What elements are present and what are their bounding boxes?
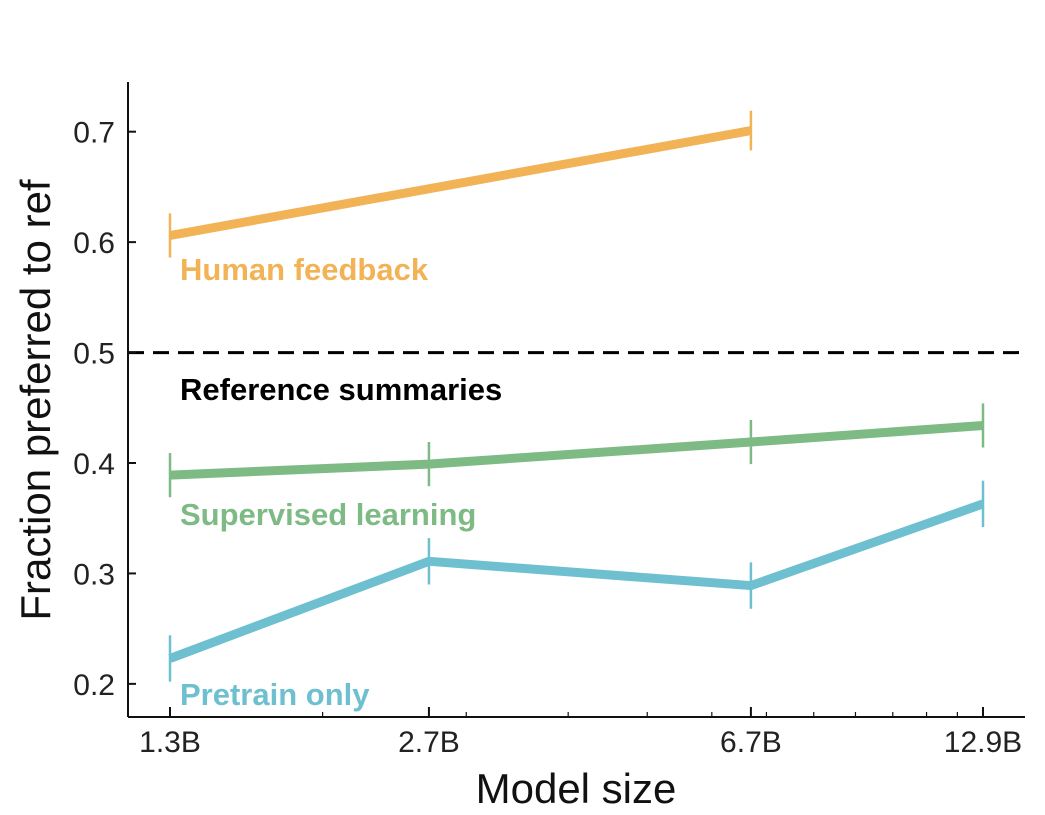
x-ticks: 1.3B 2.7B 6.7B 12.9B [139,707,1022,759]
y-tick-label: 0.6 [73,227,115,260]
series-line-0 [169,126,752,240]
reference-label: Reference summaries [180,372,502,407]
y-axis-title: Fraction preferred to ref [12,179,59,621]
y-tick-label: 0.5 [73,338,115,371]
x-tick-label: 12.9B [944,726,1022,759]
series-line-2 [168,499,985,663]
series-group [168,110,985,682]
series-label-supervised: Supervised learning [180,497,476,532]
y-ticks: 0.2 0.3 0.4 0.5 0.6 0.7 [73,117,136,702]
x-tick-label: 6.7B [720,726,782,759]
x-tick-label: 2.7B [398,726,460,759]
series-label-human-feedback: Human feedback [180,252,429,287]
y-tick-label: 0.2 [73,669,115,702]
y-tick-label: 0.3 [73,558,115,591]
series-labels: Human feedback Reference summaries Supervi… [180,252,502,712]
y-tick-label: 0.7 [73,117,115,150]
series-line-1 [169,421,984,480]
x-tick-label: 1.3B [139,726,201,759]
axes [127,82,1025,718]
x-axis-title: Model size [476,765,677,812]
y-tick-label: 0.4 [73,448,115,481]
series-label-pretrain: Pretrain only [180,677,370,712]
